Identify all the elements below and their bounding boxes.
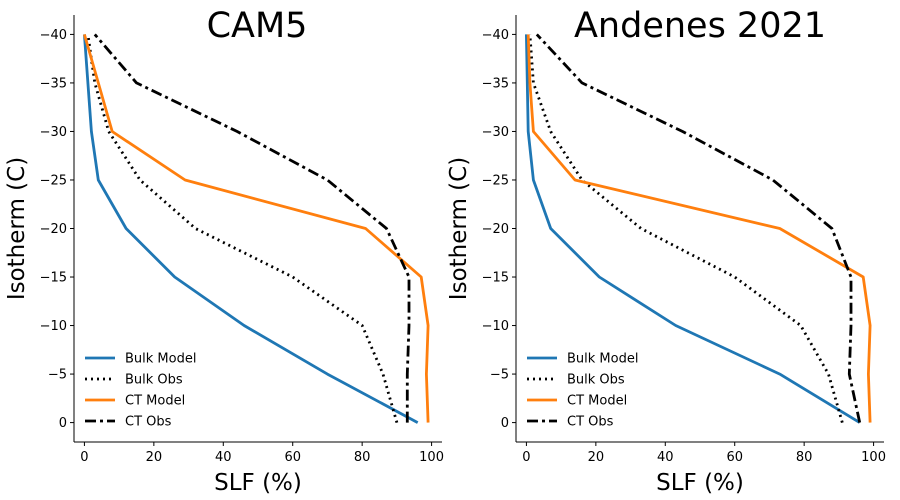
legend-label-ct-model: CT Model <box>567 394 627 409</box>
y-tick-label: −5 <box>490 368 509 383</box>
x-tick-label: 40 <box>215 450 232 465</box>
x-tick-label: 80 <box>354 450 371 465</box>
y-tick-label: −10 <box>482 319 509 334</box>
series-line-bulk-model <box>525 34 861 424</box>
y-tick-label: −5 <box>48 368 67 383</box>
y-tick-label: −30 <box>482 125 509 140</box>
y-tick-label: −25 <box>482 173 509 188</box>
y-tick-label: −30 <box>40 125 67 140</box>
series-line-bulk-model <box>83 34 419 424</box>
y-tick-label: −15 <box>482 271 509 286</box>
x-tick-label: 100 <box>419 450 444 465</box>
legend-label-ct-obs: CT Obs <box>125 415 172 430</box>
x-tick-label: 20 <box>146 450 163 465</box>
y-tick-label: −35 <box>482 76 509 91</box>
series-line-ct-model <box>526 34 872 423</box>
y-tick-label: −10 <box>40 319 67 334</box>
legend-label-bulk-model: Bulk Model <box>125 352 196 367</box>
legend-label-ct-obs: CT Obs <box>567 415 614 430</box>
x-axis-label: SLF (%) <box>656 470 744 496</box>
y-axis-label: Isotherm (C) <box>446 157 472 300</box>
legend-label-bulk-obs: Bulk Obs <box>567 373 625 388</box>
x-tick-label: 80 <box>796 450 813 465</box>
y-tick-label: −40 <box>40 28 67 43</box>
y-tick-label: −40 <box>482 28 509 43</box>
y-axis-label: Isotherm (C) <box>4 157 30 300</box>
y-tick-label: 0 <box>59 416 67 431</box>
x-tick-label: 20 <box>588 450 605 465</box>
series-line-ct-obs <box>93 33 411 423</box>
x-tick-label: 60 <box>284 450 301 465</box>
y-tick-label: −35 <box>40 76 67 91</box>
legend-label-ct-model: CT Model <box>125 394 185 409</box>
y-tick-label: 0 <box>501 416 509 431</box>
series-line-ct-obs <box>535 33 862 423</box>
x-tick-label: 60 <box>726 450 743 465</box>
series-line-ct-model <box>83 34 430 423</box>
x-tick-label: 0 <box>80 450 88 465</box>
chart-title: CAM5 <box>207 6 308 46</box>
y-tick-label: −20 <box>40 222 67 237</box>
legend: Bulk Model Bulk Obs CT Model CT Obs <box>85 352 196 430</box>
chart-title: Andenes 2021 <box>574 6 826 46</box>
series-line-bulk-obs <box>528 34 844 423</box>
y-tick-label: −20 <box>482 222 509 237</box>
y-tick-label: −15 <box>40 271 67 286</box>
x-tick-label: 0 <box>522 450 530 465</box>
panel-1: 0 20 40 60 80 100 0 −5 −10 −15 −20 −25 −30 −35 −40 SLF … <box>4 6 444 496</box>
legend-label-bulk-obs: Bulk Obs <box>125 373 183 388</box>
panel-2: 0 20 40 60 80 100 0 −5 −10 −15 −20 −25 −30 −35 −40 SLF … <box>446 6 886 496</box>
legend: Bulk Model Bulk Obs CT Model CT Obs <box>527 352 638 430</box>
x-tick-label: 100 <box>861 450 886 465</box>
x-tick-label: 40 <box>657 450 674 465</box>
x-axis-label: SLF (%) <box>214 470 302 496</box>
y-tick-label: −25 <box>40 173 67 188</box>
legend-label-bulk-model: Bulk Model <box>567 352 638 367</box>
